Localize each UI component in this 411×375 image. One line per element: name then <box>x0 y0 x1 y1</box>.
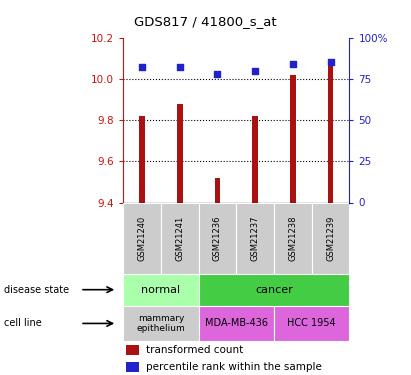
Point <box>139 64 145 70</box>
Point <box>214 71 221 77</box>
Text: mammary
epithelium: mammary epithelium <box>136 314 185 333</box>
Text: GDS817 / 41800_s_at: GDS817 / 41800_s_at <box>134 15 277 28</box>
Point <box>252 68 259 74</box>
Text: cancer: cancer <box>255 285 293 295</box>
Text: GSM21236: GSM21236 <box>213 215 222 261</box>
Text: transformed count: transformed count <box>146 345 243 355</box>
Text: GSM21238: GSM21238 <box>289 215 297 261</box>
Bar <box>328 66 333 203</box>
Bar <box>236 202 274 274</box>
Text: normal: normal <box>141 285 180 295</box>
Bar <box>199 274 349 306</box>
Bar <box>199 202 236 274</box>
Bar <box>274 202 312 274</box>
Text: GSM21240: GSM21240 <box>138 216 147 261</box>
Bar <box>177 104 182 202</box>
Bar <box>215 178 220 203</box>
Point <box>327 59 334 65</box>
Point <box>177 64 183 70</box>
Bar <box>274 306 349 341</box>
Bar <box>139 116 145 202</box>
Point <box>290 61 296 67</box>
Text: GSM21237: GSM21237 <box>251 215 260 261</box>
Bar <box>123 202 161 274</box>
Bar <box>126 345 139 355</box>
Bar <box>161 202 199 274</box>
Text: GSM21239: GSM21239 <box>326 215 335 261</box>
Bar <box>126 362 139 372</box>
Text: percentile rank within the sample: percentile rank within the sample <box>146 362 322 372</box>
Text: cell line: cell line <box>4 318 42 328</box>
Text: GSM21241: GSM21241 <box>175 216 184 261</box>
Bar <box>199 306 274 341</box>
Text: disease state: disease state <box>4 285 69 295</box>
Text: HCC 1954: HCC 1954 <box>287 318 336 328</box>
Bar <box>312 202 349 274</box>
Bar <box>123 274 199 306</box>
Bar <box>252 116 258 202</box>
Bar <box>123 306 199 341</box>
Bar <box>290 75 296 202</box>
Text: MDA-MB-436: MDA-MB-436 <box>205 318 268 328</box>
